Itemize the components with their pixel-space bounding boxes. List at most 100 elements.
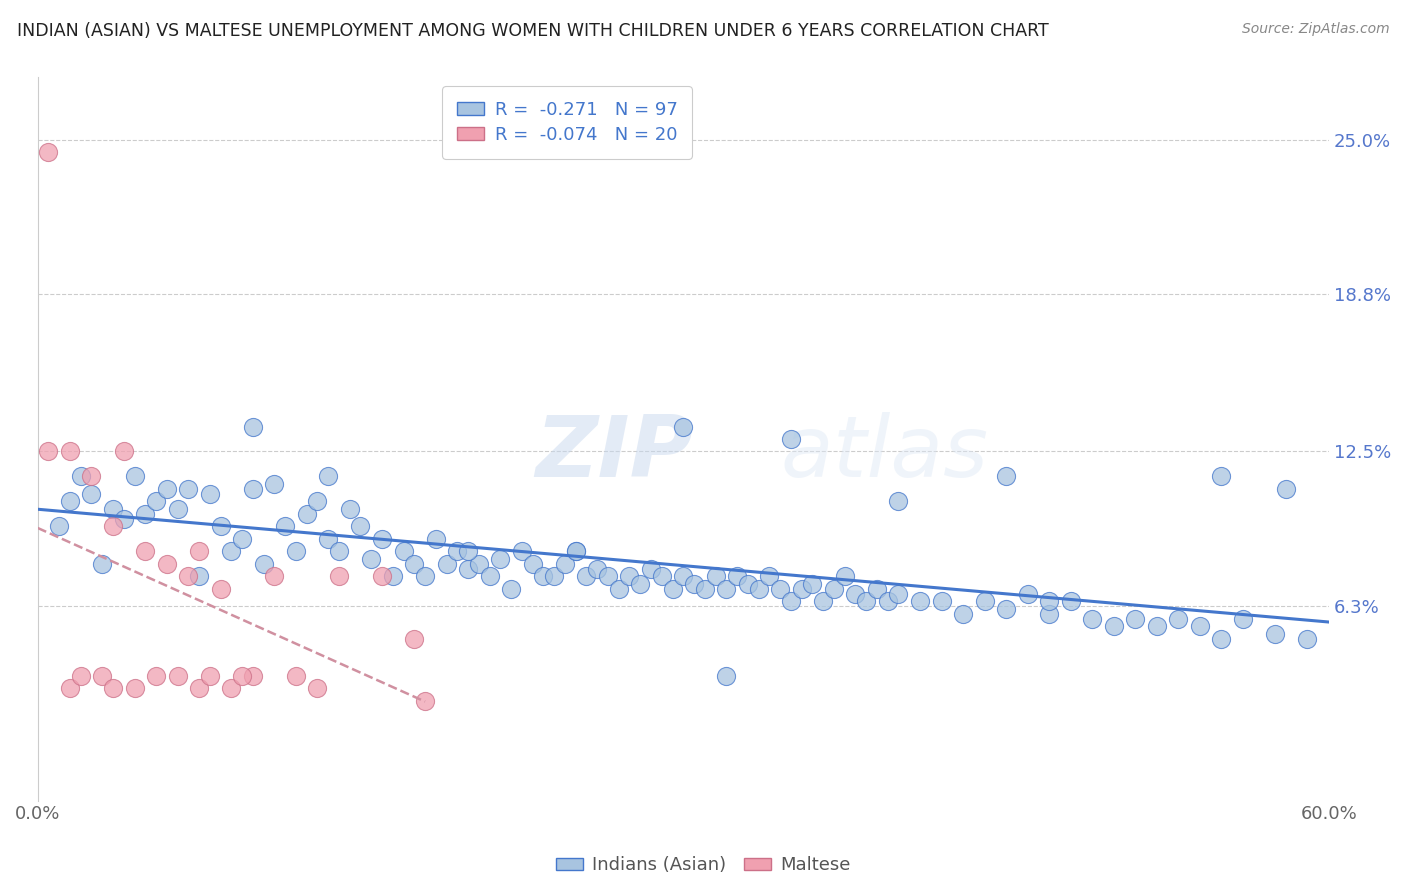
Point (468, 557, 491, 571)
Point (554, 557, 576, 571)
Point (392, 544, 415, 558)
Point (1264, 626, 1286, 640)
Point (112, 512, 135, 526)
Point (188, 544, 211, 558)
Point (156, 557, 179, 571)
Point (188, 681, 211, 696)
Point (575, 569, 598, 583)
Point (607, 582, 630, 596)
Point (855, 594, 877, 608)
Point (91, 557, 114, 571)
Point (564, 544, 586, 558)
Point (413, 694, 436, 708)
Point (112, 444, 135, 458)
Point (952, 607, 974, 621)
Point (69, 669, 91, 683)
Point (844, 587, 866, 601)
Point (1017, 587, 1039, 601)
Point (725, 569, 748, 583)
Point (619, 569, 641, 583)
Point (596, 569, 619, 583)
Point (349, 519, 371, 533)
Point (1211, 632, 1233, 646)
Point (101, 681, 124, 696)
Point (1146, 619, 1168, 633)
Point (371, 569, 394, 583)
Point (995, 469, 1018, 483)
Point (231, 669, 253, 683)
Point (209, 519, 232, 533)
Point (59, 444, 82, 458)
Point (316, 469, 339, 483)
Point (1275, 482, 1298, 496)
Point (823, 582, 845, 596)
Point (834, 569, 856, 583)
Point (91, 669, 114, 683)
Point (661, 582, 683, 596)
Point (425, 532, 447, 546)
Point (672, 569, 695, 583)
Point (1102, 619, 1125, 633)
Point (360, 551, 382, 566)
Point (328, 569, 350, 583)
Point (628, 576, 651, 591)
Point (683, 576, 706, 591)
Point (457, 544, 479, 558)
Point (1167, 611, 1189, 625)
Text: atlas: atlas (780, 412, 988, 495)
Point (522, 557, 544, 571)
Point (413, 569, 436, 583)
Point (931, 594, 953, 608)
Point (177, 569, 200, 583)
Point (436, 557, 458, 571)
Point (887, 587, 910, 601)
Point (457, 562, 479, 576)
Point (166, 501, 188, 516)
Point (748, 582, 770, 596)
Point (101, 501, 124, 516)
Point (811, 594, 834, 608)
Point (510, 544, 533, 558)
Point (716, 669, 738, 683)
Point (134, 507, 156, 521)
Point (242, 669, 264, 683)
Point (780, 432, 803, 446)
Point (307, 494, 329, 508)
Point (478, 569, 501, 583)
Point (995, 601, 1018, 615)
Legend: Indians (Asian), Maltese: Indians (Asian), Maltese (548, 849, 858, 881)
Point (651, 569, 673, 583)
Text: Source: ZipAtlas.com: Source: ZipAtlas.com (1241, 22, 1389, 37)
Point (876, 594, 898, 608)
Point (37, 444, 59, 458)
Point (242, 482, 264, 496)
Legend: R =  -0.271   N = 97, R =  -0.074   N = 20: R = -0.271 N = 97, R = -0.074 N = 20 (443, 87, 692, 159)
Point (156, 482, 179, 496)
Point (284, 669, 307, 683)
Point (316, 532, 339, 546)
Point (1296, 632, 1319, 646)
Point (672, 419, 695, 434)
Point (242, 419, 264, 434)
Point (263, 569, 285, 583)
Point (231, 532, 253, 546)
Point (145, 494, 167, 508)
Point (780, 594, 803, 608)
Point (284, 544, 307, 558)
Point (489, 551, 512, 566)
Point (307, 681, 329, 696)
Point (59, 494, 82, 508)
Point (274, 519, 297, 533)
Point (973, 594, 995, 608)
Point (198, 487, 221, 501)
Point (253, 557, 276, 571)
Point (531, 569, 554, 583)
Point (221, 681, 243, 696)
Point (1038, 594, 1060, 608)
Point (640, 562, 662, 576)
Point (404, 557, 426, 571)
Point (198, 669, 221, 683)
Point (188, 569, 211, 583)
Point (145, 669, 167, 683)
Point (124, 681, 146, 696)
